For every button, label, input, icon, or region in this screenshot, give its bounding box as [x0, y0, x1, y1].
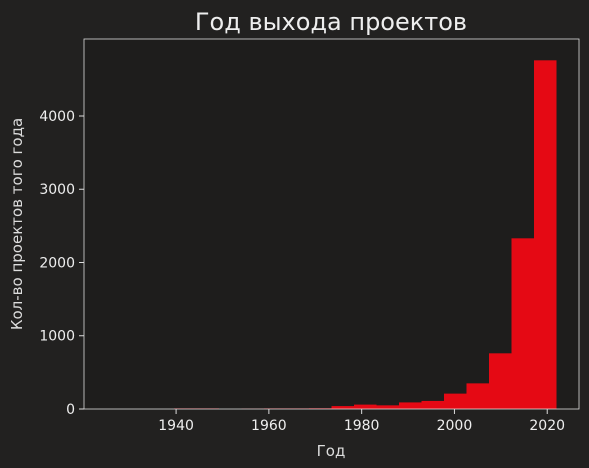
bar — [331, 406, 354, 409]
plot-area — [84, 39, 579, 409]
y-tick-label: 1000 — [39, 329, 75, 345]
y-tick-label: 3000 — [39, 182, 75, 198]
bar — [511, 238, 534, 409]
bar — [534, 60, 557, 410]
x-axis-label: Год — [317, 442, 346, 460]
bar — [466, 383, 489, 409]
x-tick-label: 1960 — [251, 418, 287, 434]
y-axis-label: Кол-во проектов того года — [8, 118, 26, 330]
x-tick-label: 2020 — [529, 418, 565, 434]
y-tick-label: 2000 — [39, 255, 75, 271]
bar — [444, 393, 467, 409]
bar — [376, 405, 399, 409]
axes-frame — [83, 38, 580, 410]
x-tick-label: 2000 — [437, 418, 473, 434]
bar — [489, 353, 512, 409]
bar — [421, 400, 444, 409]
x-tick-label: 1980 — [344, 418, 380, 434]
y-tick-label: 4000 — [39, 109, 75, 125]
x-tick-label: 1940 — [158, 418, 194, 434]
chart-title: Год выхода проектов — [195, 8, 467, 36]
y-tick-label: 0 — [66, 402, 75, 418]
bar — [354, 404, 377, 409]
bar — [399, 402, 422, 409]
